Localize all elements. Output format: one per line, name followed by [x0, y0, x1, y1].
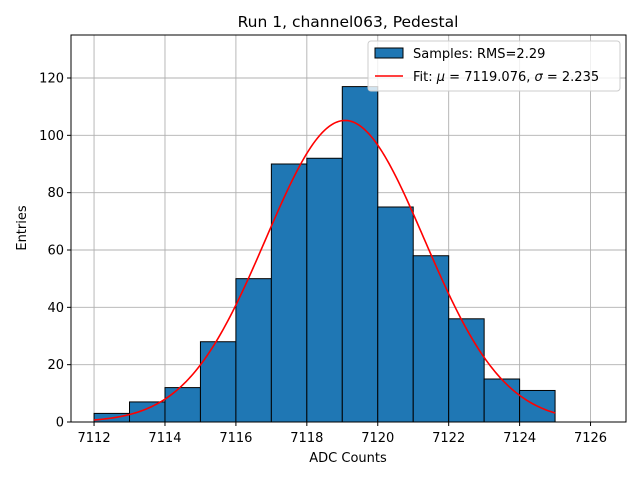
histogram-chart: 7112 7114 7116 7118 7120 7122 7124 7126 0 20 40 60…: [0, 0, 640, 480]
histogram-bar: [449, 319, 484, 422]
y-tick-label: 40: [47, 301, 64, 316]
histogram-bar: [484, 379, 519, 422]
legend: Samples: RMS=2.29 Fit: μ = 7119.076, σ =…: [368, 41, 620, 91]
y-tick-label: 20: [47, 358, 64, 373]
histogram-bar: [200, 342, 235, 422]
x-tick-label: 7124: [503, 431, 536, 446]
x-axis-label: ADC Counts: [309, 451, 387, 466]
x-tick-label: 7112: [78, 431, 111, 446]
legend-histogram-label: Samples: RMS=2.29: [413, 47, 545, 62]
y-axis-label: Entries: [15, 205, 30, 251]
x-tick-label: 7116: [219, 431, 252, 446]
histogram-bar: [236, 279, 271, 422]
legend-histogram-swatch: [375, 48, 403, 58]
histogram-bar: [307, 158, 342, 422]
x-tick-label: 7114: [148, 431, 181, 446]
y-tick-label: 100: [39, 129, 64, 144]
histogram-bar: [271, 164, 306, 422]
histogram-bar: [378, 207, 413, 422]
y-tick-label: 0: [56, 416, 64, 431]
y-tick-label: 120: [39, 72, 64, 87]
chart-title: Run 1, channel063, Pedestal: [238, 13, 459, 31]
y-tick-label: 80: [47, 186, 64, 201]
x-tick-label: 7120: [361, 431, 394, 446]
histogram-bar: [165, 388, 200, 422]
histogram-bar: [130, 402, 165, 422]
y-tick-label: 60: [47, 244, 64, 259]
x-tick-label: 7118: [290, 431, 323, 446]
x-tick-label: 7122: [432, 431, 465, 446]
legend-fit-label: Fit: μ = 7119.076, σ = 2.235: [413, 70, 599, 85]
x-tick-label: 7126: [574, 431, 607, 446]
